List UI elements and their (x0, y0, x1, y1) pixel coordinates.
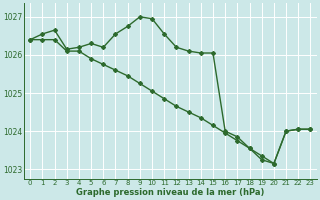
X-axis label: Graphe pression niveau de la mer (hPa): Graphe pression niveau de la mer (hPa) (76, 188, 265, 197)
